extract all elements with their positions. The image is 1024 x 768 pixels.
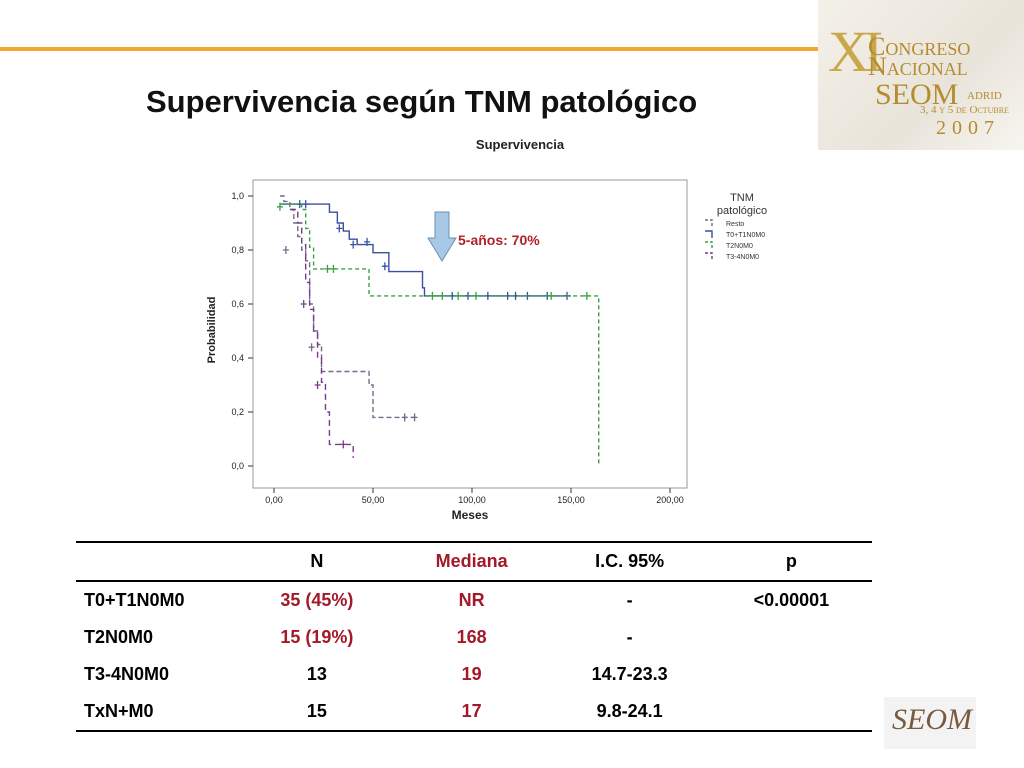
legend-label: T0+T1N0M0 xyxy=(726,232,765,239)
censored-mark-resto xyxy=(282,246,289,254)
censored-mark-t2n0m0 xyxy=(583,291,590,300)
logo-line-3b: adrid xyxy=(967,86,1002,103)
logo-line-1: Congreso xyxy=(868,32,971,61)
row-label: T0+T1N0M0 xyxy=(84,590,185,610)
censored-mark-t0-t1n0m0 xyxy=(336,224,343,233)
legend-swatch xyxy=(705,230,713,238)
censored-mark-t2n0m0 xyxy=(330,264,337,273)
table-row: T2N0M0 15 (19%) 168 - xyxy=(76,619,872,656)
table-row: T3-4N0M0 13 19 14.7-23.3 xyxy=(76,656,872,693)
cell-n: 13 xyxy=(306,664,327,684)
cell-p xyxy=(711,656,872,693)
cell-ic: 14.7-23.3 xyxy=(591,664,668,684)
censored-mark-t3-4n0m0 xyxy=(300,300,307,308)
x-tick-label: 150,00 xyxy=(557,495,585,505)
legend-swatch xyxy=(705,252,713,260)
censored-mark-t2n0m0 xyxy=(455,291,462,300)
cell-ic: - xyxy=(626,590,633,610)
annotation-label: 5-años: 70% xyxy=(458,232,540,248)
censored-mark-t2n0m0 xyxy=(439,291,446,300)
row-label: TxN+M0 xyxy=(84,701,154,721)
censored-mark-resto xyxy=(308,343,315,352)
legend-title-2: patológico xyxy=(717,205,767,217)
cell-p: <0.00001 xyxy=(753,590,830,610)
legend-title-1: TNM xyxy=(730,192,754,204)
censored-mark-resto xyxy=(411,413,418,422)
y-tick-label: 0,4 xyxy=(231,353,244,363)
table-row: TxN+M0 15 17 9.8-24.1 xyxy=(76,693,872,731)
logo-line-5: 2007 xyxy=(936,117,1000,139)
table-header-row: N Mediana I.C. 95% p xyxy=(76,542,872,581)
censored-mark-t2n0m0 xyxy=(429,291,436,300)
censored-mark-t2n0m0 xyxy=(276,202,283,211)
seom-logo-text: SEOM xyxy=(892,703,972,736)
header-empty xyxy=(76,542,239,581)
table-row: T0+T1N0M0 35 (45%) NR - <0.00001 xyxy=(76,581,872,619)
censored-mark-t0-t1n0m0 xyxy=(350,240,357,249)
cell-mediana: 17 xyxy=(461,701,482,721)
x-tick-label: 0,00 xyxy=(265,495,283,505)
chart-title: Supervivencia xyxy=(476,137,565,152)
header-mediana: Mediana xyxy=(435,551,508,571)
censored-mark-t2n0m0 xyxy=(472,291,479,300)
cell-ic: - xyxy=(626,627,633,647)
top-accent-rule xyxy=(0,47,835,51)
y-tick-label: 0,6 xyxy=(231,299,244,309)
row-label: T3-4N0M0 xyxy=(84,664,170,684)
cell-mediana: NR xyxy=(458,590,485,610)
censored-mark-t2n0m0 xyxy=(324,264,331,273)
censored-mark-t3-4n0m0 xyxy=(314,381,321,389)
header-n: N xyxy=(310,551,324,571)
logo-line-3: SEOM xyxy=(875,78,959,111)
y-axis-label: Probabilidad xyxy=(206,297,218,364)
y-tick-label: 0,0 xyxy=(231,461,244,471)
survival-table: N Mediana I.C. 95% p T0+T1N0M0 35 (45%) … xyxy=(76,541,872,732)
x-tick-label: 200,00 xyxy=(656,495,684,505)
logo-roman-numeral: XI xyxy=(828,19,883,84)
cell-mediana: 168 xyxy=(456,627,487,647)
censored-mark-t0-t1n0m0 xyxy=(364,237,371,246)
series-line-t3-4n0m0 xyxy=(289,208,354,458)
logo-line-2: Nacional xyxy=(868,52,968,81)
censored-mark-t2n0m0 xyxy=(548,291,555,300)
censored-mark-t3-4n0m0 xyxy=(340,440,347,449)
slide-title: Supervivencia según TNM patológico xyxy=(146,84,698,119)
censored-mark-t0-t1n0m0 xyxy=(381,262,388,271)
annotation-arrow xyxy=(427,211,457,262)
row-label: T2N0M0 xyxy=(84,627,154,647)
cell-ic: 9.8-24.1 xyxy=(596,701,663,721)
y-tick-label: 0,8 xyxy=(231,245,244,255)
cell-n: 35 (45%) xyxy=(280,590,354,610)
cell-p xyxy=(711,619,872,656)
y-tick-label: 1,0 xyxy=(231,191,244,201)
survival-chart: Supervivencia 0,0 0,2 0,4 0,6 0,8 1,0 0,00 50,… xyxy=(206,137,767,522)
x-tick-label: 50,00 xyxy=(362,495,385,505)
series-line-resto xyxy=(279,195,419,419)
logo-line-4: 3, 4 y 5 de Octubre xyxy=(920,104,1009,116)
legend-swatch xyxy=(705,241,713,249)
censored-mark-resto xyxy=(401,413,408,422)
seom-bottom-logo: SEOM xyxy=(884,697,976,749)
chart-legend: TNM patológico Resto T0+T1N0M0 T2N0M0 T3-4N… xyxy=(705,192,767,261)
congress-logo xyxy=(818,0,1024,150)
cell-mediana: 19 xyxy=(461,664,482,684)
cell-p xyxy=(711,693,872,731)
cell-n: 15 (19%) xyxy=(280,627,354,647)
header-ic: I.C. 95% xyxy=(595,551,665,571)
legend-swatch xyxy=(705,219,713,227)
y-tick-label: 0,2 xyxy=(231,407,244,417)
series-line-t0-t1n0m0 xyxy=(279,203,571,297)
series-line-t2n0m0 xyxy=(279,203,600,466)
censored-mark-t0-t1n0m0 xyxy=(302,200,309,209)
header-p: p xyxy=(785,551,797,571)
legend-label: T3-4N0M0 xyxy=(726,254,759,261)
legend-label: T2N0M0 xyxy=(726,243,753,250)
x-tick-label: 100,00 xyxy=(458,495,486,505)
legend-label: Resto xyxy=(726,221,744,228)
x-axis-label: Meses xyxy=(452,508,489,522)
cell-n: 15 xyxy=(306,701,327,721)
plot-frame xyxy=(252,179,688,489)
